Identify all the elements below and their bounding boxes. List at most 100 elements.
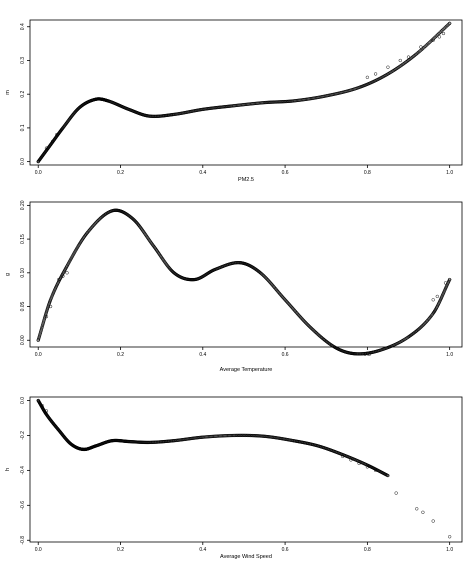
y-tick-label: 0.15 [20, 234, 26, 244]
data-point [394, 491, 398, 495]
plot-frame [29, 19, 463, 166]
curve-point [443, 26, 447, 30]
curve-point [75, 246, 79, 250]
data-point [443, 281, 448, 285]
data-point [419, 45, 423, 49]
x-tick-label: 0.6 [282, 352, 289, 358]
data-point [349, 458, 353, 462]
curve-point [78, 241, 82, 246]
panel-pm25: PM2.5 m 0.0 0.2 0.4 0.6 0.8 1.0 0.0 0.1 0.2 0.3 0.… [5, 19, 463, 183]
data-point [51, 139, 55, 144]
curve-point [424, 44, 428, 48]
curve-point [446, 23, 450, 27]
curve-point [438, 30, 443, 34]
data-point [65, 271, 69, 275]
y-tick-label: -0.6 [20, 501, 26, 510]
x-tick-label: 0.6 [282, 547, 289, 553]
y-tick-label: 0.4 [20, 23, 26, 30]
x-tick-label: 0.2 [117, 352, 124, 358]
curve-point [441, 27, 445, 32]
curve-point [434, 34, 438, 39]
curve-point [427, 41, 431, 45]
curve-point [445, 24, 449, 28]
plot-frame [29, 396, 463, 543]
data-point [40, 404, 44, 408]
x-tick-label: 0.4 [199, 547, 206, 553]
data-point [57, 277, 61, 282]
curve-point [76, 245, 80, 249]
panel-average-temperature: Average Temperature g 0.0 0.2 0.4 0.6 0.8 1.0… [5, 200, 463, 373]
x-tick-label: 0.6 [282, 170, 289, 176]
curve-point [442, 27, 446, 31]
data-point [48, 304, 53, 309]
y-tick-label: 0.1 [20, 124, 26, 131]
data-point [44, 315, 49, 319]
curve-point [434, 34, 439, 38]
data-point [406, 55, 411, 59]
panel-average-wind-speed: Average Wind Speed h 0.0 0.2 0.4 0.6 0.8 1.0 0… [5, 396, 463, 560]
curve-point [78, 240, 83, 245]
x-tick-label: 0.0 [35, 170, 42, 176]
data-point [435, 294, 439, 299]
x-tick-label: 0.2 [117, 547, 124, 553]
y-tick-label: 0.0 [20, 158, 26, 165]
x-tick-label: 1.0 [446, 547, 453, 553]
curve-point [436, 32, 440, 36]
data-point [373, 468, 378, 472]
data-point [441, 31, 446, 36]
curve-point [437, 31, 441, 36]
y-tick-label: -0.8 [20, 536, 26, 545]
data-point [341, 454, 345, 459]
data-point [36, 398, 40, 403]
curve-point [424, 43, 429, 47]
y-axis-label: g [5, 273, 11, 276]
x-tick-label: 1.0 [446, 352, 453, 358]
x-tick-label: 0.8 [364, 547, 371, 553]
x-tick-label: 0.8 [364, 352, 371, 358]
y-tick-label: -0.4 [20, 466, 26, 475]
y-axis-label: m [5, 90, 11, 95]
data-point [36, 338, 40, 342]
curve-point [425, 42, 430, 46]
y-tick-label: 0.20 [20, 200, 26, 210]
y-axis-label: h [5, 468, 11, 471]
data-point [421, 510, 425, 514]
x-tick-label: 1.0 [446, 170, 453, 176]
y-tick-label: 0.2 [20, 90, 26, 97]
data-point [431, 519, 435, 523]
data-point [448, 535, 452, 539]
data-point [365, 465, 369, 469]
curve-point [77, 243, 81, 247]
curve-point [440, 28, 444, 32]
data-point [448, 21, 452, 25]
data-point [36, 160, 40, 164]
x-tick-label: 0.0 [35, 352, 42, 358]
curve-point [443, 25, 448, 29]
x-tick-label: 0.2 [117, 170, 124, 176]
curve-point [428, 40, 432, 44]
y-tick-label: -0.2 [20, 431, 26, 440]
data-point [373, 72, 378, 76]
data-point [431, 298, 435, 302]
curve-point [438, 31, 442, 35]
plot-frame [29, 201, 463, 348]
curve-point [386, 473, 390, 478]
data-point [448, 277, 452, 282]
data-point [415, 507, 419, 511]
data-point [437, 35, 441, 39]
curve-point [439, 29, 444, 33]
data-point [398, 58, 402, 63]
curve-point [76, 244, 80, 248]
data-point [431, 38, 435, 42]
data-point [44, 409, 49, 413]
data-point [44, 146, 49, 150]
x-axis-label: Average Wind Speed [220, 554, 272, 560]
curve-point [444, 24, 448, 29]
x-tick-label: 0.8 [364, 170, 371, 176]
y-tick-label: 0.10 [20, 268, 26, 278]
x-axis-label: Average Temperature [220, 367, 273, 373]
curve-point [426, 41, 430, 46]
curve-point [447, 22, 451, 26]
curve-point [77, 242, 81, 246]
